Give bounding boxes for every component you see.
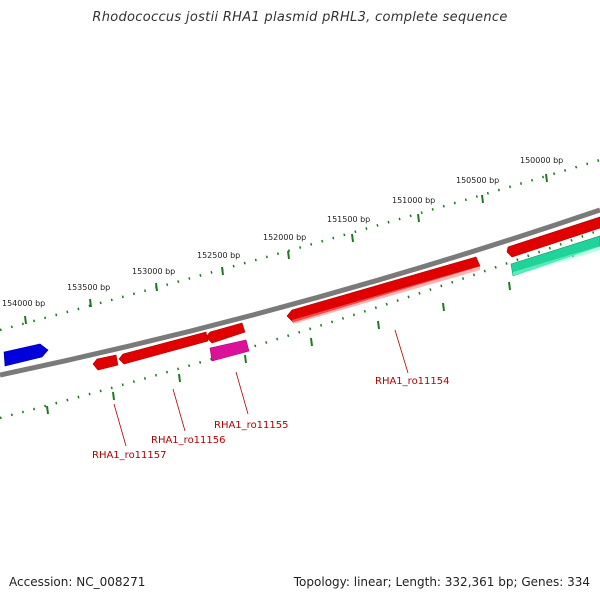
tick-mark [442,302,445,312]
tick-mark [46,405,49,415]
tick-mark [351,233,354,243]
topology-summary-text: Topology: linear; Length: 332,361 bp; Ge… [293,575,590,589]
gene-arrow-ro11154[interactable] [286,256,481,323]
lower-ruler [0,228,600,420]
ruler-label: 151000 bp [392,196,435,205]
tick-mark [377,320,380,330]
gene-arrow-ro11155-magenta[interactable] [209,339,250,362]
gene-label-ro11154[interactable]: RHA1_ro11154 [375,376,450,387]
ruler-label: 152500 bp [197,251,240,260]
tick-mark [417,213,420,223]
tick-mark [178,373,181,383]
gene-label-ro11155[interactable]: RHA1_ro11155 [214,420,289,431]
ruler-label: 152000 bp [263,233,306,242]
gene-labels: RHA1_ro11154 RHA1_ro11155 RHA1_ro11156 R… [92,376,450,461]
ruler-label: 150500 bp [456,176,499,185]
ruler-label: 150000 bp [520,156,563,165]
tick-mark [155,282,158,292]
gene-shadow [513,246,600,276]
gene-arrow-ro11157[interactable] [92,354,119,371]
leader-line [235,371,249,415]
gene-label-ro11157[interactable]: RHA1_ro11157 [92,450,167,461]
tick-mark [112,391,115,401]
gene-arrow-ro11156[interactable] [118,331,209,365]
leader-line [113,403,127,447]
ruler-labels: 150000 bp 150500 bp 151000 bp 151500 bp … [2,156,563,308]
gene-features[interactable] [3,216,600,371]
gene-arrow-red-top-right[interactable] [506,216,600,258]
gene-label-leaders [113,329,409,447]
ruler-label: 151500 bp [327,215,370,224]
gene-arrow-blue[interactable] [3,343,49,367]
tick-mark [24,315,27,325]
tick-mark [89,298,92,308]
ruler-label: 153500 bp [67,283,110,292]
leader-line [172,388,186,432]
ruler-label: 153000 bp [132,267,175,276]
gene-label-ro11156[interactable]: RHA1_ro11156 [151,435,226,446]
tick-mark [481,194,484,204]
tick-mark [244,354,247,364]
lower-ruler-major-ticks [46,248,574,415]
tick-mark [287,250,290,260]
leader-line [394,329,409,374]
upper-ruler [0,158,600,332]
gene-shadow [292,266,480,324]
upper-ruler-major-ticks [24,173,548,325]
accession-text: Accession: NC_008271 [9,575,146,589]
map-title: Rhodococcus jostii RHA1 plasmid pRHL3, c… [92,10,508,25]
tick-mark [310,337,313,347]
tick-mark [221,266,224,276]
ruler-label: 154000 bp [2,299,45,308]
tick-mark [508,281,511,291]
tick-mark [545,173,548,183]
plasmid-backbone [0,207,600,378]
